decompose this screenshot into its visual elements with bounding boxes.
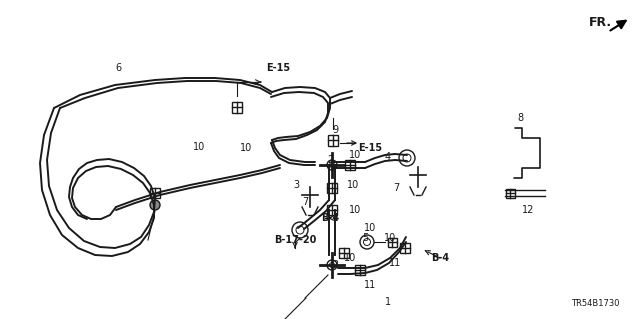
Text: 10: 10 <box>344 253 356 263</box>
Text: B-4: B-4 <box>321 213 339 223</box>
Text: 6: 6 <box>115 63 121 73</box>
Circle shape <box>360 235 374 249</box>
Text: 1: 1 <box>385 297 391 307</box>
Bar <box>328 135 338 145</box>
Bar <box>327 205 337 215</box>
Text: 7: 7 <box>393 183 399 193</box>
Bar <box>232 101 242 113</box>
Text: 12: 12 <box>522 205 534 215</box>
Text: 10: 10 <box>347 180 359 190</box>
Bar <box>345 160 355 170</box>
Text: 10: 10 <box>349 150 361 160</box>
Text: 10: 10 <box>364 223 376 233</box>
Text: 11: 11 <box>389 258 401 268</box>
Text: TR54B1730: TR54B1730 <box>572 299 620 308</box>
Text: 10: 10 <box>193 142 205 152</box>
Text: 5: 5 <box>362 233 368 243</box>
Bar <box>355 265 365 275</box>
Circle shape <box>399 150 415 166</box>
Text: 2: 2 <box>332 260 338 270</box>
Bar <box>506 189 515 197</box>
Text: 7: 7 <box>302 197 308 207</box>
Text: E-15: E-15 <box>358 143 382 153</box>
Circle shape <box>327 160 337 170</box>
Text: B-4: B-4 <box>431 253 449 263</box>
Text: 10: 10 <box>384 233 396 243</box>
Text: B-17-20: B-17-20 <box>274 235 316 245</box>
Text: E-15: E-15 <box>266 63 290 73</box>
Text: 2: 2 <box>327 155 333 165</box>
Text: 10: 10 <box>349 205 361 215</box>
Bar <box>150 188 160 198</box>
Text: FR.: FR. <box>588 16 612 28</box>
Bar <box>400 243 410 253</box>
Text: 9: 9 <box>332 125 338 135</box>
Text: 11: 11 <box>364 280 376 290</box>
Circle shape <box>327 260 337 270</box>
Circle shape <box>150 200 160 210</box>
Bar <box>339 248 349 258</box>
Circle shape <box>292 222 308 238</box>
Bar <box>327 183 337 193</box>
Text: 8: 8 <box>517 113 523 123</box>
Text: 10: 10 <box>240 143 252 153</box>
Bar <box>387 238 397 247</box>
Text: 3: 3 <box>293 180 299 190</box>
Text: 4: 4 <box>385 152 391 162</box>
